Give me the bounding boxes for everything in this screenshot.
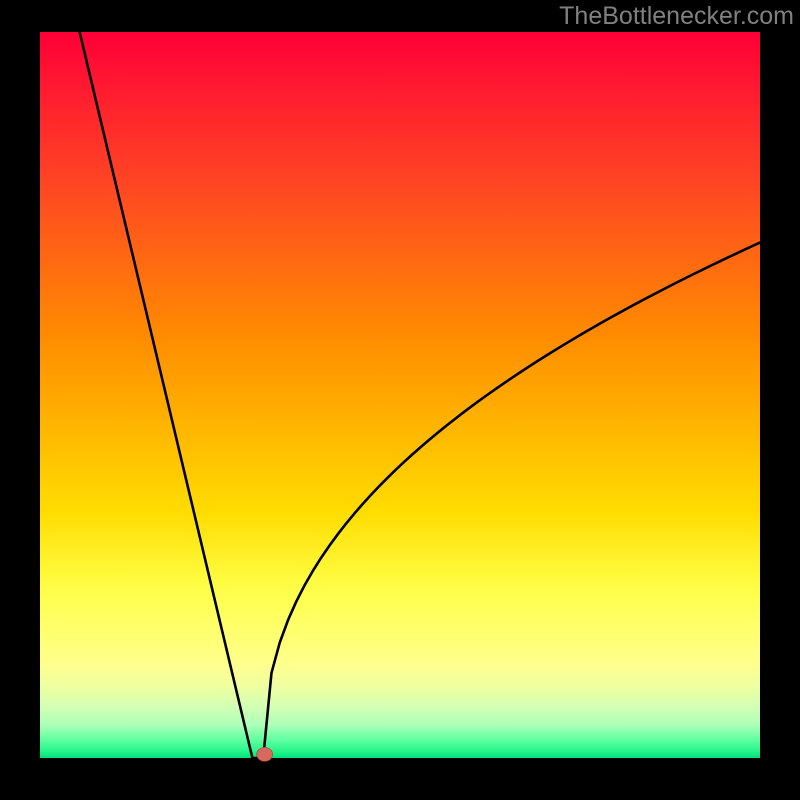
- bottleneck-chart: [0, 0, 800, 800]
- plot-gradient-background: [40, 32, 760, 758]
- chart-container: TheBottlenecker.com: [0, 0, 800, 800]
- marker-dot: [257, 747, 273, 761]
- watermark-text: TheBottlenecker.com: [559, 2, 794, 31]
